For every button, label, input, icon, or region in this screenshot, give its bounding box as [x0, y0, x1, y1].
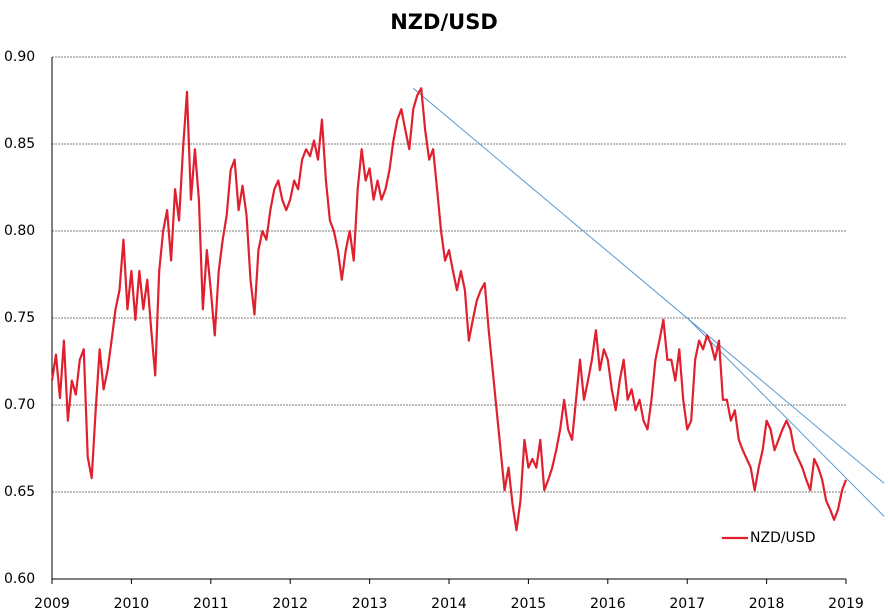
x-tick-label: 2014 — [431, 596, 467, 612]
x-tick-label: 2018 — [749, 596, 785, 612]
x-tick-label: 2009 — [34, 596, 70, 612]
y-tick-label: 0.80 — [4, 223, 35, 239]
x-tick-label: 2011 — [193, 596, 229, 612]
y-tick-label: 0.90 — [4, 49, 35, 65]
x-tick-label: 2016 — [590, 596, 626, 612]
legend-label: NZD/USD — [750, 530, 815, 546]
trend-line — [412, 87, 885, 484]
x-tick-label: 2010 — [114, 596, 150, 612]
x-tick-label: 2012 — [272, 596, 308, 612]
x-tick-label: 2017 — [669, 596, 705, 612]
series-line — [50, 87, 848, 532]
y-tick-label: 0.70 — [4, 397, 35, 413]
y-tick-label: 0.85 — [4, 136, 35, 152]
chart-title: NZD/USD — [390, 10, 498, 34]
x-tick-label: 2019 — [828, 596, 864, 612]
x-tick-label: 2015 — [511, 596, 547, 612]
y-tick-label: 0.75 — [4, 310, 35, 326]
y-tick-label: 0.65 — [4, 484, 35, 500]
y-tick-label: 0.60 — [4, 571, 35, 587]
x-tick-label: 2013 — [352, 596, 388, 612]
